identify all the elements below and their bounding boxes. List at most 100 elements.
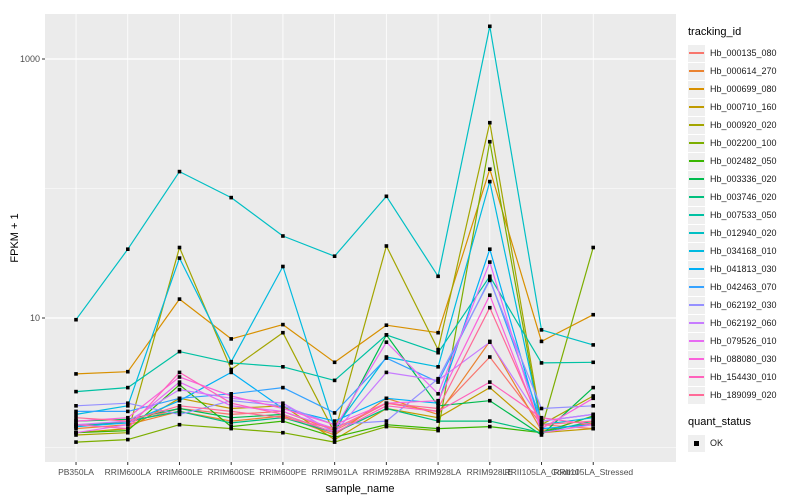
- data-point: [74, 430, 78, 435]
- line-swatch-icon: [689, 214, 704, 216]
- data-point: [229, 401, 233, 405]
- data-point: [74, 426, 78, 431]
- data-point: [74, 424, 78, 429]
- data-point: [229, 398, 233, 403]
- data-point: [384, 401, 389, 405]
- data-point: [74, 440, 78, 444]
- legend-entry-Hb_062192_030: Hb_062192_030: [688, 296, 798, 314]
- legend-entry-Hb_000710_160: Hb_000710_160: [688, 98, 798, 116]
- line-swatch-icon: [689, 394, 704, 396]
- data-point: [177, 422, 182, 427]
- data-point: [488, 24, 492, 29]
- legend-entry-label: Hb_189099_020: [710, 390, 777, 400]
- data-point: [177, 375, 182, 379]
- line-swatch-icon: [689, 160, 704, 162]
- data-point: [488, 305, 492, 310]
- data-point: [229, 370, 233, 375]
- data-point: [126, 422, 130, 427]
- line-swatch-icon: [689, 88, 704, 90]
- legend-entry-Hb_088080_030: Hb_088080_030: [688, 350, 798, 368]
- legend-quant-status-block: quant_status OK: [688, 416, 798, 452]
- data-point: [539, 430, 544, 435]
- data-point: [488, 278, 492, 283]
- legend-entry-Hb_062192_060: Hb_062192_060: [688, 314, 798, 332]
- data-point: [229, 394, 233, 398]
- legend-entry-Hb_041813_030: Hb_041813_030: [688, 260, 798, 278]
- legend-entry-Hb_012940_020: Hb_012940_020: [688, 224, 798, 242]
- y-tick-label: 1000: [20, 54, 40, 64]
- data-point: [177, 370, 182, 375]
- data-point: [281, 385, 285, 390]
- data-point: [436, 415, 440, 420]
- legend-entry-Hb_000699_080: Hb_000699_080: [688, 80, 798, 98]
- legend-entry-Hb_154430_010: Hb_154430_010: [688, 368, 798, 386]
- x-tick-label: PB350LA: [58, 467, 94, 477]
- data-point: [229, 404, 233, 408]
- data-point: [384, 244, 389, 248]
- data-point: [229, 396, 233, 401]
- data-point: [126, 419, 130, 423]
- line-swatch-icon: [689, 286, 704, 288]
- data-point: [74, 412, 78, 417]
- data-point: [177, 169, 182, 174]
- data-point: [74, 409, 78, 414]
- data-point: [281, 415, 285, 420]
- line-swatch-icon: [689, 178, 704, 180]
- data-point: [332, 428, 337, 433]
- legend-entry-Hb_003336_020: Hb_003336_020: [688, 170, 798, 188]
- data-point: [488, 167, 492, 171]
- data-point: [126, 409, 130, 414]
- data-point: [384, 419, 389, 423]
- data-point: [488, 120, 492, 125]
- data-point: [229, 195, 233, 200]
- data-point: [436, 409, 440, 414]
- data-point: [281, 401, 285, 405]
- data-point: [591, 415, 595, 420]
- legend-entry-label: Hb_000135_080: [710, 48, 777, 58]
- data-point: [281, 234, 285, 238]
- data-point: [539, 428, 544, 433]
- data-point: [539, 426, 544, 431]
- plot-panel: [45, 14, 676, 462]
- x-tick-label: RRIM600PE: [259, 467, 307, 477]
- data-point: [436, 378, 440, 383]
- line-swatch-icon: [689, 340, 704, 342]
- legend-entry-Hb_000614_270: Hb_000614_270: [688, 62, 798, 80]
- line-swatch-icon: [689, 268, 704, 270]
- data-point: [436, 347, 440, 352]
- data-point: [384, 323, 389, 327]
- data-point: [436, 419, 440, 423]
- data-point: [591, 385, 595, 390]
- legend-entry-label: Hb_088080_030: [710, 354, 777, 364]
- legend-entry-label: Hb_007533_050: [710, 210, 777, 220]
- legend-entry-Hb_000920_020: Hb_000920_020: [688, 116, 798, 134]
- data-point: [332, 435, 337, 439]
- data-point: [384, 194, 389, 199]
- legend-entry-label: Hb_003336_020: [710, 174, 777, 184]
- legend-entry-label: OK: [710, 438, 724, 448]
- legend-entry-Hb_042463_070: Hb_042463_070: [688, 278, 798, 296]
- x-tick-label: RRII105LA_Stressed: [553, 467, 633, 477]
- data-point: [332, 419, 337, 423]
- line-swatch-icon: [689, 142, 704, 144]
- data-point: [591, 404, 595, 408]
- data-point: [126, 428, 130, 433]
- data-point: [539, 406, 544, 411]
- data-point: [74, 372, 78, 376]
- data-point: [281, 264, 285, 269]
- data-point: [126, 437, 130, 442]
- legend-entry-label: Hb_079526_010: [710, 336, 777, 346]
- data-point: [436, 330, 440, 335]
- legend-key-swatch: [688, 278, 705, 296]
- data-point: [74, 422, 78, 427]
- x-tick-label: RRIM928BA: [363, 467, 411, 477]
- legend-key-swatch: [688, 386, 705, 404]
- data-point: [74, 389, 78, 394]
- legend-key-swatch: [688, 134, 705, 152]
- legend-entry-label: Hb_062192_030: [710, 300, 777, 310]
- data-point: [436, 426, 440, 431]
- data-point: [126, 426, 130, 431]
- data-point: [281, 430, 285, 435]
- legend-key-swatch: [688, 242, 705, 260]
- data-point: [177, 387, 182, 392]
